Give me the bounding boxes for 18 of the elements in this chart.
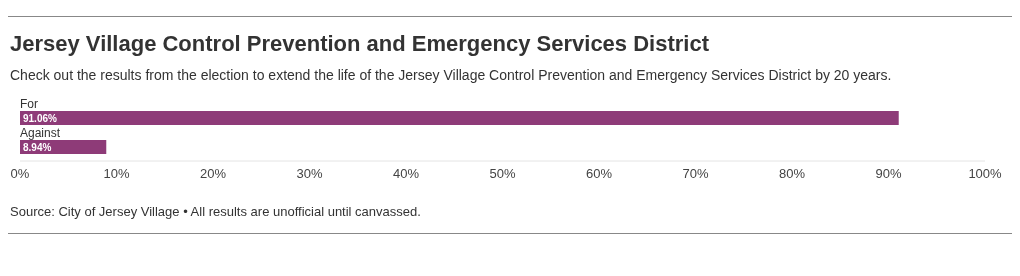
x-tick-label: 100% [968, 166, 1003, 182]
x-tick-label: 20% [199, 166, 227, 182]
x-tick-label: 80% [778, 166, 806, 182]
data-label: 8.94% [23, 142, 52, 153]
x-tick-label: 70% [682, 166, 709, 182]
x-tick-label: 10% [103, 166, 130, 182]
source-note: Source: City of Jersey Village • All results are unofficial until canvassed. [10, 203, 422, 221]
chart-title: Jersey Village Control Prevention and Emergency Services District [10, 30, 710, 58]
x-tick-label: 30% [296, 166, 323, 182]
x-tick-label: 40% [392, 166, 420, 182]
x-tick-label: 0% [10, 166, 30, 182]
x-tick-label: 60% [585, 166, 613, 182]
x-tick-label: 90% [875, 166, 902, 182]
data-label: 91.06% [23, 113, 58, 124]
y-tick-label: Against [20, 126, 61, 140]
y-tick-label: For [20, 97, 38, 111]
x-tick-label: 50% [489, 166, 516, 182]
chart-subtitle: Check out the results from the election to extend the life of the Jersey Village Control Prevention and Emergency Services District by 20 years. [10, 66, 893, 85]
